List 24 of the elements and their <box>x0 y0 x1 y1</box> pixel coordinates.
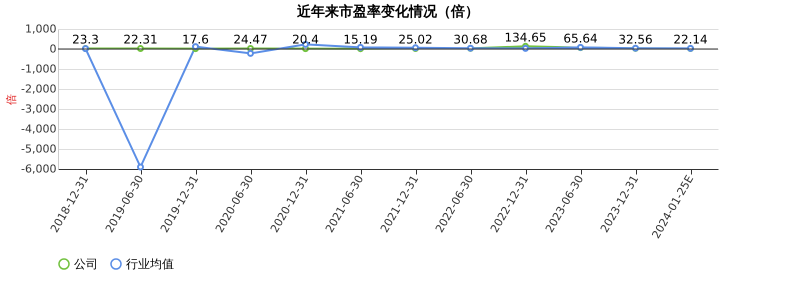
data-label: 30.68 <box>453 32 488 46</box>
legend-label: 公司 <box>74 257 98 271</box>
data-label: 32.56 <box>618 32 653 46</box>
legend-label: 行业均值 <box>126 257 174 271</box>
chart-title: 近年来市盈率变化情况（倍） <box>296 3 479 20</box>
y-tick-label: -2,000 <box>21 82 56 96</box>
data-label: 25.02 <box>398 32 433 46</box>
data-label: 17.6 <box>182 32 209 47</box>
y-tick-label: 0 <box>50 42 56 56</box>
y-tick-label: -4,000 <box>21 122 56 136</box>
data-label: 15.19 <box>343 32 378 47</box>
data-label: 22.14 <box>673 32 708 47</box>
y-tick-label: -1,000 <box>21 62 56 76</box>
data-label: 23.3 <box>72 32 99 47</box>
y-tick-label: -6,000 <box>21 162 56 176</box>
y-tick-label: 1,000 <box>25 22 56 36</box>
data-label: 20.4 <box>292 32 319 47</box>
data-label: 134.65 <box>504 30 546 44</box>
data-label: 65.64 <box>563 32 598 46</box>
y-tick-label: -3,000 <box>21 102 56 116</box>
data-label: 22.31 <box>123 32 158 47</box>
y-tick-label: -5,000 <box>21 142 56 156</box>
y-axis-title: 倍 <box>5 94 18 105</box>
data-label: 24.47 <box>233 32 268 47</box>
